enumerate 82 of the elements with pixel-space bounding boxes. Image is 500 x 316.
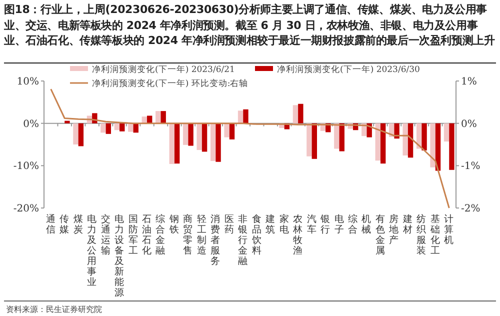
bar [312,123,317,159]
bar [298,104,304,124]
bar [229,123,235,140]
bar [156,111,161,124]
bar [188,123,194,146]
y-tick-label: -20% [13,204,39,214]
y-tick-label: 0% [23,118,39,130]
x-tick-label: 交通运输 [100,213,111,256]
x-tick-label: 机械 [362,213,372,236]
bar [106,123,111,134]
bar [306,123,312,156]
bar [339,123,344,152]
bar [292,105,298,124]
x-tick-label: 建筑 [264,213,276,236]
text: 资料来源：民生证券研究院 [6,305,102,314]
bar [174,123,180,164]
legend-label: 净利润预测变化(下一年) 环比变动:右轴 [92,78,248,89]
line-series [50,88,450,209]
bar [100,123,106,133]
y2-tick-label: -2% [461,204,480,214]
x-tick-label: 非银行金融 [237,213,248,267]
x-tick-label: 食品饮料 [250,213,262,256]
x-tick-label: 有色金属 [375,213,386,256]
bar [210,123,216,162]
bar [444,123,450,142]
bar [375,123,380,161]
x-tick-label: 基础化工 [429,213,440,256]
x-tick-label: 消费者服务 [210,213,221,267]
x-tick-label: 钢铁 [168,214,180,236]
bar [196,123,202,150]
bar [78,123,84,146]
bar [169,123,174,164]
y-tick-label: 10% [16,76,39,88]
chart-title: 图18：行业上，上周(20230626-20230630)分析师主要上调了通信、传媒、煤炭、电力及公用事业、交运、电新等板块的 2024 年净利润预测。截至 6 月 30 日，农林牧渔、非银、电力及公用事业、石油石化、传媒等板块的 2024 年净利润预测相较于最近一期财报披露前的最后一次盈利预测上升 [4,2,496,48]
bar [64,120,70,124]
bar [216,123,221,162]
x-tick-label: 国防军工 [128,214,138,256]
x-tick-label: 汽车 [306,213,317,236]
bar [435,123,441,171]
bar [402,123,408,156]
x-tick-label: 综合金融 [156,213,166,256]
y-tick-label: -10% [13,161,39,172]
x-tick-label: 通信 [46,213,56,236]
bar [430,123,436,168]
bar [380,123,386,164]
x-tick-label: 综合 [348,213,358,236]
bar [114,123,120,130]
x-tick-label: 电子 [334,213,344,236]
bar [238,110,244,124]
x-tick-label: 传媒 [60,214,70,236]
bar [408,123,414,158]
x-tick-label: 农林牧渔 [292,214,304,256]
bar [160,111,166,124]
x-tick-label: 轻工制造 [196,213,207,256]
x-tick-label: 纺织服装 [416,213,427,256]
x-tick-label: 房地产 [388,213,400,246]
bar [334,123,340,149]
bar [128,123,134,132]
bar [183,123,188,145]
bar [449,123,454,170]
x-tick-label: 计算机 [444,213,454,246]
x-tick-label: 电力及公用事业 [87,213,98,288]
x-tick-label: 商贸零售 [183,213,194,256]
bar [120,123,125,132]
y2-tick-label: 0% [461,118,477,130]
y2-tick-label: -1% [461,161,480,172]
bar [202,123,208,152]
x-tick-label: 电力设备及新能源 [114,213,125,298]
x-tick-label: 石油石化 [142,214,152,256]
x-tick-label: 家电 [279,213,290,236]
bar [243,109,248,124]
legend-label: 净利润预测变化(下一年) 2023/6/21 [92,64,235,75]
bar [422,123,427,150]
x-tick-label: 建材 [402,213,413,236]
legend-label: 净利润预测变化(下一年) 2023/6/30 [277,64,420,75]
x-tick-label: 煤炭 [73,213,84,236]
y2-tick-label: 1% [461,76,477,88]
bar [394,123,400,139]
x-tick-label: 银行 [320,214,331,236]
bar [73,123,78,144]
bar [224,123,230,138]
x-tick-label: 医药 [224,214,234,236]
